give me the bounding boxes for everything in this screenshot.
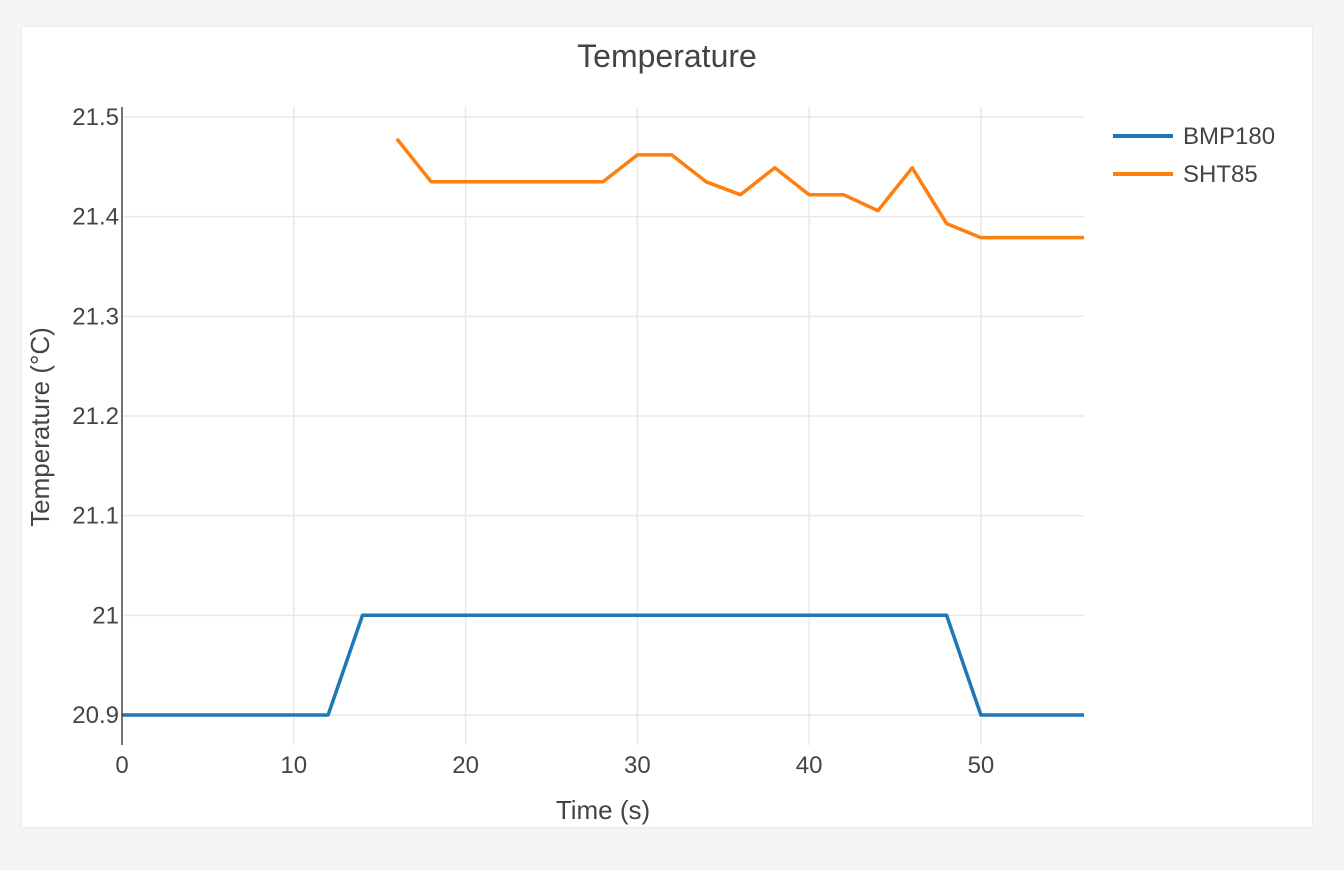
y-tick-label: 21.1 <box>72 503 119 530</box>
x-tick-labels: 0 10 20 30 40 50 <box>115 752 994 779</box>
grid-layer <box>122 107 1084 745</box>
x-tick-label: 20 <box>452 752 479 779</box>
legend[interactable]: BMP180 SHT85 <box>1113 123 1275 188</box>
x-tick-label: 50 <box>968 752 995 779</box>
y-tick-label: 21.5 <box>72 104 119 131</box>
y-tick-labels: 20.9 21 21.1 21.2 21.3 21.4 21.5 <box>72 104 119 729</box>
series-layer <box>122 137 1084 717</box>
series-line-bmp180[interactable] <box>122 613 1084 717</box>
chart-panel: 20.9 21 21.1 21.2 21.3 21.4 21.5 0 10 20 30 40 50 T… <box>22 27 1312 827</box>
y-axis-label: Temperature (°C) <box>25 327 55 527</box>
x-tick-label: 40 <box>796 752 823 779</box>
x-axis-label: Time (s) <box>556 795 650 825</box>
legend-item-bmp180[interactable]: BMP180 <box>1113 123 1275 150</box>
y-tick-label: 21.4 <box>72 204 119 231</box>
temperature-chart: 20.9 21 21.1 21.2 21.3 21.4 21.5 0 10 20 30 40 50 T… <box>25 38 1275 825</box>
y-tick-label: 20.9 <box>72 702 119 729</box>
y-tick-label: 21.2 <box>72 403 119 430</box>
legend-label: SHT85 <box>1183 161 1258 188</box>
y-tick-label: 21 <box>92 602 119 629</box>
x-tick-label: 10 <box>280 752 307 779</box>
chart-title: Temperature <box>577 38 757 74</box>
x-tick-label: 30 <box>624 752 651 779</box>
legend-label: BMP180 <box>1183 123 1275 150</box>
series-line-sht85[interactable] <box>395 137 1084 240</box>
y-tick-label: 21.3 <box>72 303 119 330</box>
legend-item-sht85[interactable]: SHT85 <box>1113 161 1258 188</box>
x-tick-label: 0 <box>115 752 128 779</box>
